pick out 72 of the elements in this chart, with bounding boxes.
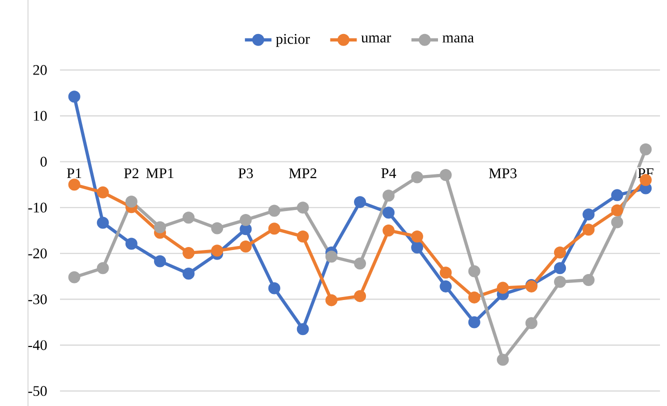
point — [96, 216, 109, 229]
point — [382, 206, 395, 219]
point — [154, 255, 166, 268]
point — [382, 190, 395, 202]
point — [211, 222, 224, 234]
point — [96, 186, 109, 198]
point — [554, 262, 566, 274]
y-tick-label: 10 — [34, 110, 47, 121]
x-tick-label: P2 — [124, 168, 138, 178]
x-tick-label: P4 — [381, 168, 396, 178]
point — [268, 204, 280, 217]
point — [525, 317, 538, 330]
point — [268, 282, 280, 294]
point — [611, 204, 624, 216]
y-tick-label: -50 — [28, 386, 47, 396]
legend-label: umar — [361, 35, 392, 42]
point — [325, 294, 338, 306]
y-tick-label: 0 — [40, 156, 47, 167]
point — [411, 241, 424, 254]
point — [411, 171, 424, 184]
point — [554, 276, 566, 288]
point — [582, 224, 595, 236]
point — [296, 202, 309, 214]
y-tick-label: -40 — [28, 340, 47, 350]
point — [468, 265, 480, 278]
point — [496, 282, 509, 294]
point — [296, 230, 309, 242]
point — [96, 262, 109, 274]
point — [611, 216, 624, 228]
y-tick-label: -30 — [28, 294, 47, 304]
point — [468, 316, 480, 328]
point — [496, 354, 509, 366]
point — [411, 230, 424, 242]
point — [182, 246, 195, 259]
point — [268, 222, 280, 235]
point — [211, 244, 224, 257]
point — [440, 280, 452, 292]
legend-label: picior — [276, 34, 310, 47]
point — [582, 274, 595, 286]
point — [154, 221, 166, 234]
point — [354, 290, 366, 302]
legend-label: mana — [442, 35, 474, 42]
point — [68, 271, 80, 284]
x-tick-label: MP3 — [489, 168, 517, 178]
point — [354, 196, 366, 208]
point — [68, 90, 80, 103]
point — [240, 223, 252, 236]
x-tick-label: P3 — [238, 168, 253, 178]
point — [582, 208, 595, 220]
point — [296, 323, 309, 336]
x-tick-label: MP2 — [289, 168, 316, 178]
y-tick-label: -20 — [28, 248, 47, 258]
point — [240, 214, 252, 226]
point — [68, 178, 80, 191]
point — [640, 143, 652, 156]
point — [240, 240, 252, 253]
point — [125, 196, 138, 208]
y-tick-label: -10 — [28, 202, 47, 213]
point — [382, 224, 395, 236]
x-tick-label: MP1 — [146, 168, 174, 178]
point — [354, 258, 366, 270]
point — [182, 212, 195, 224]
point — [125, 238, 138, 250]
point — [182, 268, 195, 280]
x-tick-label: P1 — [66, 168, 82, 178]
point — [440, 169, 452, 182]
point — [468, 291, 480, 304]
y-tick-label: 20 — [33, 65, 47, 75]
point — [440, 266, 452, 279]
point — [554, 246, 566, 259]
point — [611, 189, 624, 202]
point — [325, 250, 338, 263]
